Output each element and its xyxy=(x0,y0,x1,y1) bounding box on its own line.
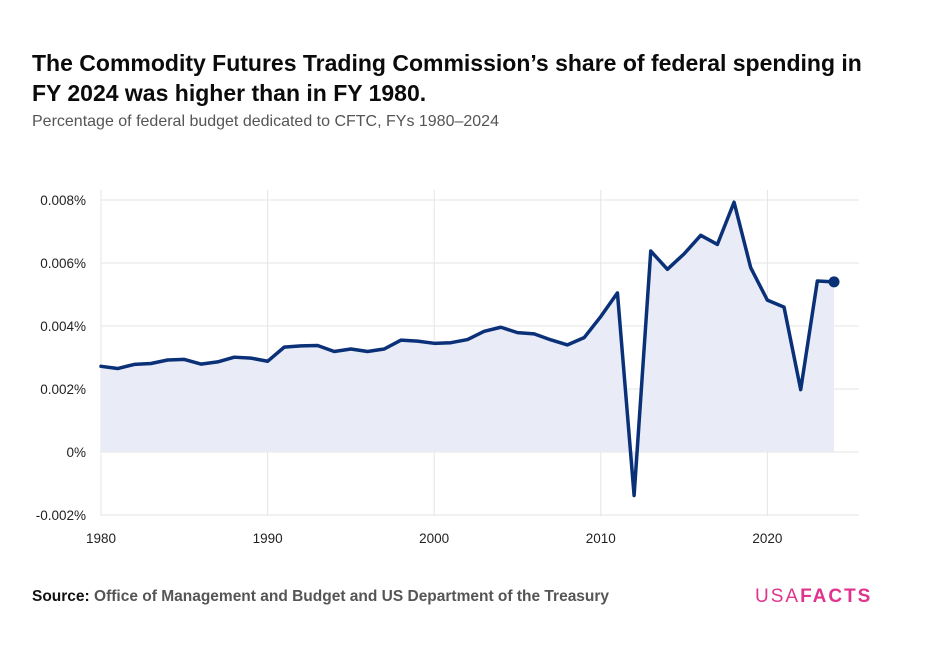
data-point-2012[interactable] xyxy=(630,491,638,499)
series-line xyxy=(99,200,836,498)
data-point-1992[interactable] xyxy=(297,342,305,350)
x-tick-label-2: 2000 xyxy=(419,531,449,546)
data-point-2013[interactable] xyxy=(647,247,655,255)
data-point-1990[interactable] xyxy=(264,357,272,365)
data-point-2000[interactable] xyxy=(430,339,438,347)
logo-facts-text: FACTS xyxy=(800,586,873,607)
data-point-1980[interactable] xyxy=(97,362,105,370)
y-tick-label-5: 0.008% xyxy=(40,193,86,208)
x-tick-label-4: 2020 xyxy=(752,531,782,546)
data-point-1985[interactable] xyxy=(180,355,188,363)
chart-subtitle: Percentage of federal budget dedicated t… xyxy=(32,113,499,130)
data-point-2001[interactable] xyxy=(447,339,455,347)
y-tick-label-2: 0.002% xyxy=(40,382,86,397)
data-point-1997[interactable] xyxy=(380,345,388,353)
data-point-2006[interactable] xyxy=(530,330,538,338)
axes: -0.002% 0% 0.002% 0.004% 0.006% 0.008% 1980 199… xyxy=(36,193,783,546)
y-tick-label-0: -0.002% xyxy=(36,508,86,523)
data-point-2016[interactable] xyxy=(697,231,705,239)
source-label: Source: xyxy=(32,588,90,605)
last-point-marker[interactable] xyxy=(828,276,840,288)
data-point-2021[interactable] xyxy=(780,303,788,311)
source-note: Source: Office of Management and Budget … xyxy=(32,588,609,606)
data-point-2015[interactable] xyxy=(680,250,688,258)
data-point-2014[interactable] xyxy=(663,265,671,273)
area-fill xyxy=(101,202,835,496)
data-point-2022[interactable] xyxy=(797,386,805,394)
data-point-2019[interactable] xyxy=(747,264,755,272)
data-point-2018[interactable] xyxy=(730,198,738,206)
y-tick-label-3: 0.004% xyxy=(40,319,86,334)
data-point-2008[interactable] xyxy=(563,341,571,349)
x-tick-label-0: 1980 xyxy=(86,531,116,546)
data-point-1998[interactable] xyxy=(397,336,405,344)
data-point-1999[interactable] xyxy=(414,337,422,345)
data-point-1994[interactable] xyxy=(330,348,338,356)
data-point-2009[interactable] xyxy=(580,334,588,342)
data-point-1989[interactable] xyxy=(247,354,255,362)
data-point-1988[interactable] xyxy=(230,353,238,361)
line-chart: -0.002% 0% 0.002% 0.004% 0.006% 0.008% 1980 199… xyxy=(36,190,859,546)
data-point-2010[interactable] xyxy=(597,313,605,321)
data-point-1996[interactable] xyxy=(364,348,372,356)
data-point-1986[interactable] xyxy=(197,360,205,368)
data-point-2004[interactable] xyxy=(497,323,505,331)
data-point-1984[interactable] xyxy=(164,356,172,364)
data-point-1981[interactable] xyxy=(114,365,122,373)
data-point-2023[interactable] xyxy=(813,277,821,285)
data-point-1995[interactable] xyxy=(347,345,355,353)
data-point-2011[interactable] xyxy=(613,289,621,297)
x-tick-label-3: 2010 xyxy=(586,531,616,546)
series-line-group xyxy=(97,198,840,499)
y-tick-label-1: 0% xyxy=(66,445,86,460)
data-point-2017[interactable] xyxy=(713,240,721,248)
y-tick-label-4: 0.006% xyxy=(40,256,86,271)
data-point-1982[interactable] xyxy=(130,360,138,368)
data-point-2005[interactable] xyxy=(513,329,521,337)
data-point-1991[interactable] xyxy=(280,343,288,351)
data-point-2007[interactable] xyxy=(547,336,555,344)
data-point-1993[interactable] xyxy=(314,342,322,350)
chart-title: The Commodity Futures Trading Commission… xyxy=(32,50,862,106)
data-point-2002[interactable] xyxy=(464,336,472,344)
data-point-1983[interactable] xyxy=(147,359,155,367)
data-point-1987[interactable] xyxy=(214,358,222,366)
x-tick-label-1: 1990 xyxy=(253,531,283,546)
area-fill-group xyxy=(101,202,835,496)
data-point-2020[interactable] xyxy=(763,296,771,304)
logo-usa-text: USA xyxy=(755,586,801,607)
usafacts-logo[interactable]: USAFACTS xyxy=(755,586,872,608)
source-text: Office of Management and Budget and US D… xyxy=(94,588,610,605)
data-point-2003[interactable] xyxy=(480,327,488,335)
